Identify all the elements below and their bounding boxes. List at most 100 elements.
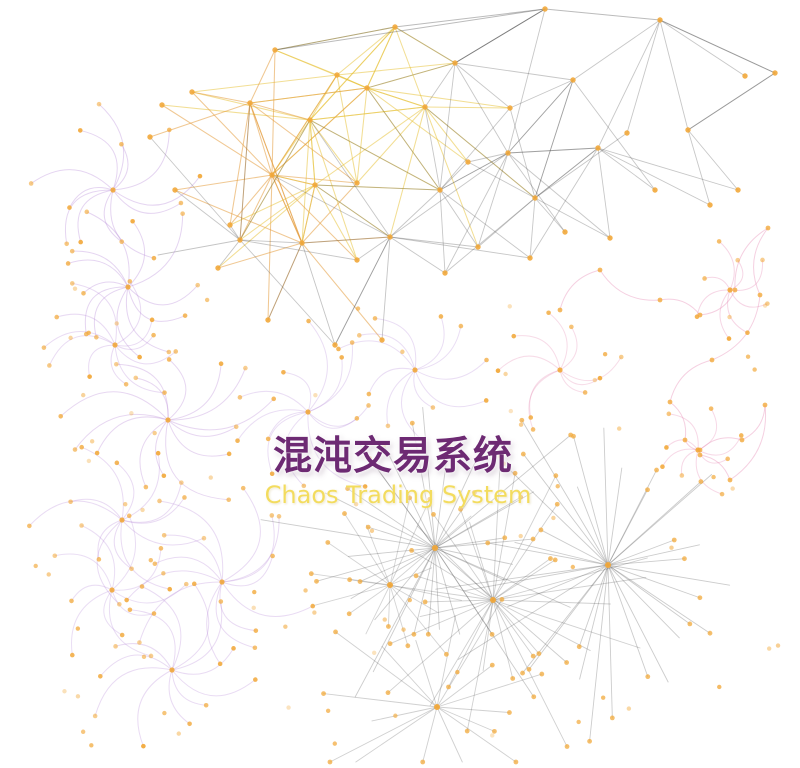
network-edge [221, 516, 280, 583]
network-edge [111, 548, 162, 591]
network-node [576, 719, 581, 725]
network-edge [454, 8, 546, 64]
network-nodes [27, 6, 781, 765]
network-node [127, 279, 133, 284]
network-edge [139, 419, 169, 488]
network-node [587, 738, 593, 744]
network-edge [237, 409, 309, 441]
network-node [28, 181, 34, 186]
network-node [114, 460, 120, 466]
network-node [369, 528, 375, 533]
network-node [434, 704, 440, 710]
network-edge [111, 589, 155, 616]
network-node [735, 257, 741, 263]
network-node [79, 444, 84, 450]
network-node [513, 759, 519, 765]
network-node [532, 195, 538, 201]
network-edge [719, 289, 731, 339]
network-node [354, 416, 360, 421]
network-node [79, 523, 84, 528]
network-edge [88, 344, 116, 377]
network-edge [434, 547, 440, 630]
network-edge [729, 259, 744, 291]
network-node [707, 630, 713, 636]
network-node [339, 355, 344, 360]
network-edge [559, 369, 601, 386]
network-edge [249, 87, 368, 104]
network-node [191, 581, 197, 587]
network-node [708, 406, 714, 411]
network-node [605, 562, 611, 568]
network-node [446, 442, 451, 448]
network-node [114, 321, 119, 326]
network-edge [607, 564, 613, 719]
network-edge [448, 599, 494, 688]
network-edge [394, 26, 426, 108]
network-edge [439, 152, 509, 191]
network-node [520, 451, 526, 457]
network-edge [356, 236, 391, 261]
network-edge [327, 542, 391, 586]
network-edge [267, 242, 303, 321]
network-node [557, 367, 563, 373]
network-node [148, 557, 153, 563]
network-edge [434, 547, 461, 635]
network-edge [174, 189, 303, 244]
network-node [711, 474, 716, 480]
network-node [152, 430, 157, 436]
network-edge [334, 236, 391, 346]
network-edge [221, 515, 275, 583]
network-edge [314, 184, 441, 191]
network-edge [83, 281, 129, 294]
network-edge [366, 87, 511, 109]
network-edge [457, 564, 609, 660]
network-edge [572, 19, 661, 81]
network-node [80, 729, 86, 734]
network-edge [127, 220, 146, 288]
network-edge [274, 26, 396, 51]
network-node [281, 369, 286, 375]
network-edge [161, 104, 273, 176]
network-edge [56, 313, 116, 346]
network-edge [669, 401, 687, 441]
network-edge [411, 422, 436, 549]
network-edge [165, 419, 229, 501]
network-node [562, 229, 568, 235]
network-node [98, 674, 103, 679]
network-edge [522, 453, 609, 566]
network-node [336, 346, 341, 352]
network-edge [434, 442, 485, 549]
network-node [126, 513, 132, 519]
network-edge [274, 26, 396, 51]
network-edge [356, 87, 368, 184]
network-node [123, 381, 129, 387]
network-node [125, 284, 131, 290]
network-node [411, 456, 416, 461]
network-edge [267, 242, 303, 321]
network-edge [129, 609, 176, 671]
network-node [226, 497, 232, 503]
network-node [92, 713, 98, 719]
network-edge [697, 435, 742, 456]
network-edge [309, 119, 441, 191]
network-node [332, 741, 337, 746]
network-edge [659, 19, 776, 74]
network-edge [529, 197, 536, 259]
network-node [765, 301, 770, 306]
network-edge [338, 340, 416, 371]
network-edge [507, 152, 611, 239]
network-node [47, 363, 52, 368]
network-node [349, 340, 355, 345]
network-edge [28, 500, 123, 527]
network-node [564, 744, 570, 749]
network-node [305, 409, 311, 415]
network-node [269, 513, 275, 518]
network-edge [114, 319, 153, 347]
network-node [372, 650, 377, 655]
network-node [518, 422, 524, 427]
network-node [312, 610, 317, 615]
network-node [475, 244, 481, 250]
network-node [137, 354, 142, 360]
network-node [526, 666, 532, 672]
network-edge [422, 706, 438, 763]
